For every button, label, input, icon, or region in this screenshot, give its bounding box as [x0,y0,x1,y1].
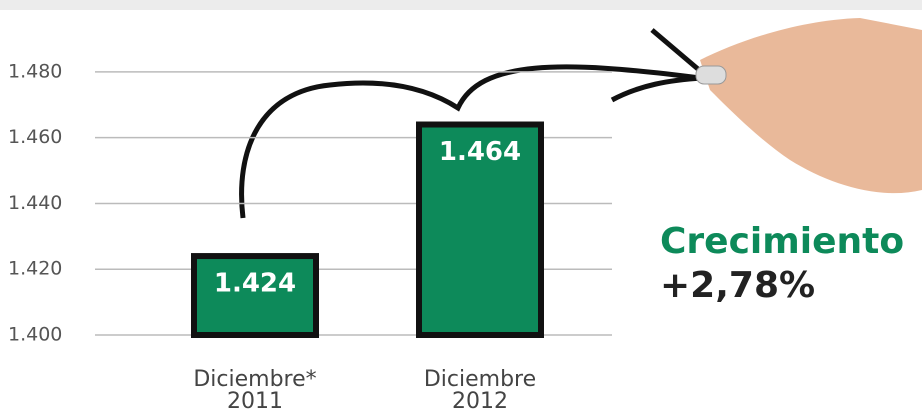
bar [191,253,319,339]
x-tick-label: 2012 [452,389,508,414]
annotation: Crecimiento [660,221,904,262]
arrow-head [610,28,707,103]
value-label: 1.424 [214,269,296,299]
x-tick-label: Diciembre [424,367,536,392]
y-tick-label: 1.400 [8,324,62,346]
y-tick-label: 1.480 [8,60,62,82]
annotation: +2,78% [660,265,815,306]
y-tick-label: 1.440 [8,192,62,214]
value-label: 1.464 [439,137,521,167]
top-band [0,0,922,10]
hand [700,18,922,194]
x-tick-label: 2011 [227,389,283,414]
y-tick-label: 1.460 [8,126,62,148]
bar [416,121,544,338]
x-tick-label: Diciembre* [193,367,316,392]
y-tick-label: 1.420 [8,258,62,280]
marker [695,65,727,85]
arrow-curve [239,64,701,219]
